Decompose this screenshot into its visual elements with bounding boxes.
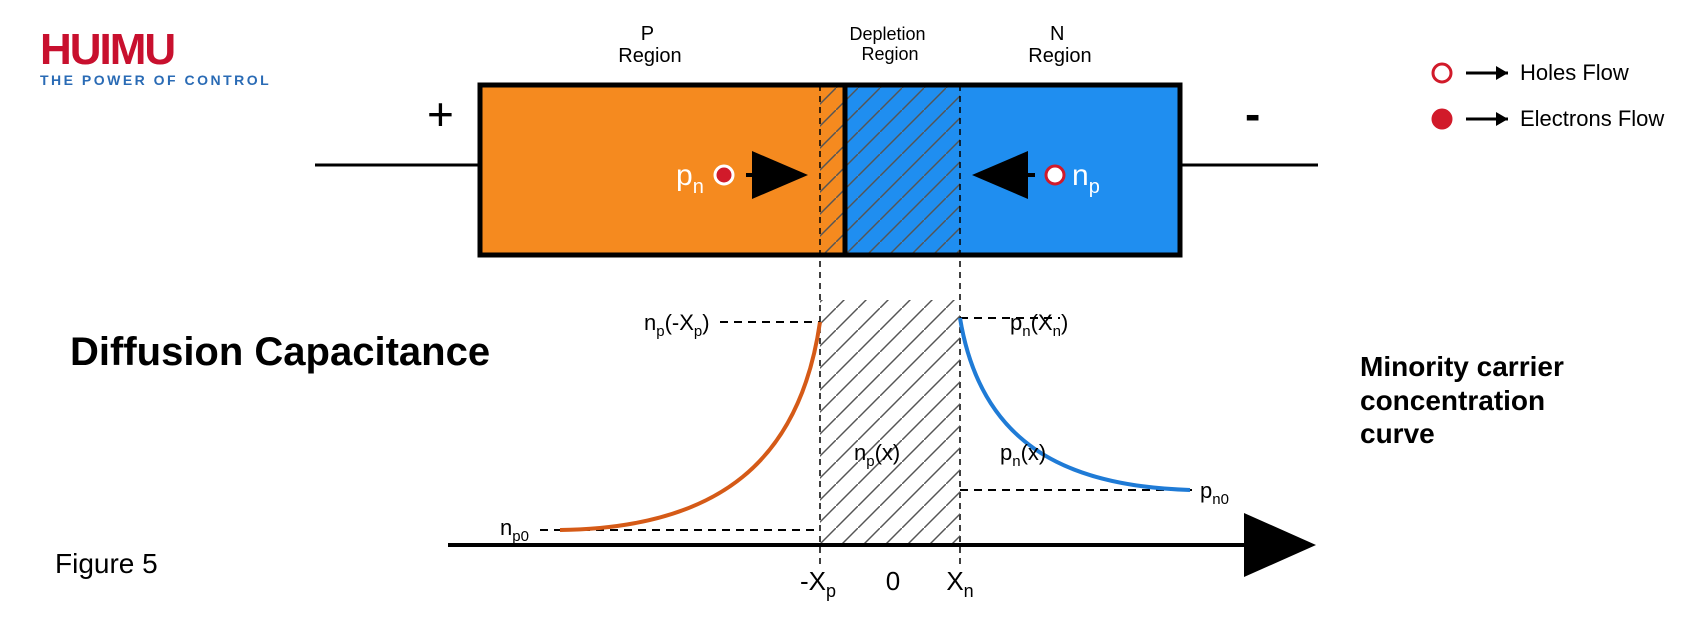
label-pn-x: pn(x) (1000, 440, 1046, 470)
label-np-xp: np(-Xp) (644, 310, 710, 340)
axis-label-zero: 0 (886, 566, 900, 596)
left-curve (560, 322, 820, 530)
depletion-hatch (820, 88, 960, 253)
graph-depletion-hatch (820, 300, 960, 545)
n-region-label: N Region (1028, 23, 1091, 67)
n-region (960, 88, 1178, 253)
label-pn-xn: pn(Xn) (1010, 310, 1068, 340)
p-region-label: P Region (618, 23, 681, 67)
depletion-label: Depletion Region (849, 24, 930, 64)
p-region (483, 88, 821, 253)
np-dot (1046, 166, 1064, 184)
pn-dot (715, 166, 733, 184)
label-pn0: pn0 (1200, 478, 1229, 508)
axis-label-xn: Xn (946, 566, 973, 601)
diagram-stage: + - P Region Depletion Region N Region p… (0, 0, 1702, 627)
label-np0: np0 (500, 515, 529, 545)
plus-sign: + (427, 88, 454, 140)
right-curve (960, 318, 1190, 490)
axis-label-neg-xp: -Xp (800, 566, 836, 601)
minus-sign: - (1245, 88, 1260, 140)
